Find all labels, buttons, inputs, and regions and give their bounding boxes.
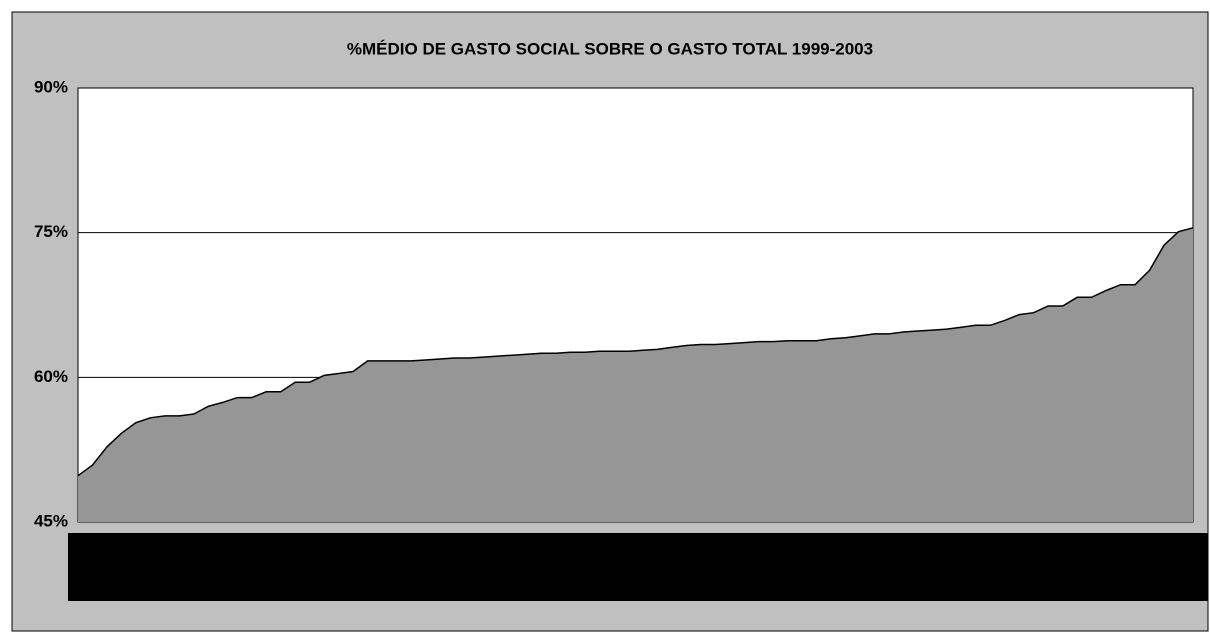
- area: [78, 227, 1193, 523]
- y-tick-label: 75%: [34, 222, 68, 241]
- y-tick-label: 90%: [34, 77, 68, 96]
- y-tick-label: 45%: [34, 511, 68, 530]
- chart-title: %MÉDIO DE GASTO SOCIAL SOBRE O GASTO TOT…: [347, 39, 873, 58]
- area-line: [77, 227, 1194, 477]
- x-label-band: [68, 533, 1208, 601]
- y-tick-label: 60%: [34, 367, 68, 386]
